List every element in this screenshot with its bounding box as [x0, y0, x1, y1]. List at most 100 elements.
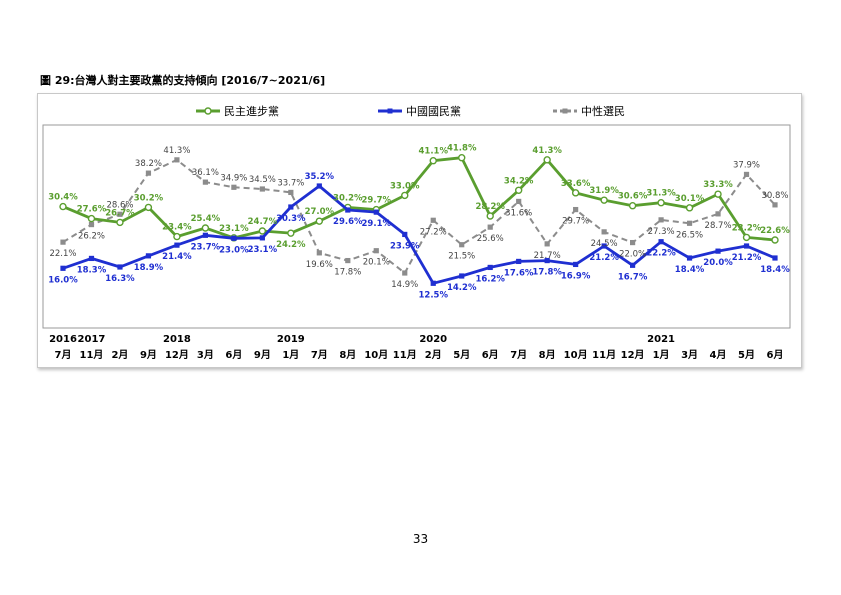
- data-label: 41.3%: [163, 146, 190, 156]
- x-tick-label: 8月: [539, 349, 556, 361]
- data-point: [686, 220, 693, 226]
- x-axis: 2016 2017 2018 2019 2020 2021 7月 11月 2月 9月 12月 3月 6月…: [49, 334, 783, 361]
- data-point: [373, 209, 379, 215]
- data-point: [288, 189, 294, 196]
- data-label: 17.8%: [532, 268, 562, 278]
- data-point: [657, 199, 665, 207]
- data-point: [88, 255, 95, 262]
- data-label: 24.2%: [276, 240, 306, 250]
- data-label: 30.2%: [333, 193, 363, 203]
- data-label-layer: 30.4%27.6%26.7%30.2%23.4%25.4%23.1%24.7%…: [48, 144, 790, 301]
- data-label: 21.4%: [162, 252, 192, 262]
- data-point: [202, 232, 208, 238]
- data-point: [487, 224, 493, 230]
- data-point: [628, 202, 637, 210]
- data-label: 16.7%: [618, 272, 648, 282]
- data-label: 25.4%: [191, 214, 221, 224]
- x-year-label: 2017: [78, 334, 106, 345]
- data-label: 33.0%: [390, 181, 420, 191]
- data-label: 18.4%: [760, 265, 790, 275]
- data-point: [430, 217, 436, 223]
- data-label: 18.9%: [134, 263, 164, 273]
- data-label: 31.3%: [646, 189, 676, 199]
- x-tick-label: 9月: [140, 349, 157, 361]
- data-label: 21.2%: [589, 253, 619, 263]
- data-point: [573, 261, 579, 268]
- data-point: [486, 212, 494, 220]
- data-label: 34.2%: [504, 176, 534, 186]
- data-label: 24.7%: [248, 217, 278, 227]
- data-point: [174, 157, 180, 163]
- data-label: 21.7%: [534, 251, 561, 261]
- data-point: [771, 236, 779, 244]
- data-label: 16.3%: [105, 274, 135, 284]
- data-point: [459, 273, 465, 279]
- data-point: [87, 214, 96, 223]
- x-year-label: 2019: [277, 334, 305, 345]
- x-tick-label: 3月: [197, 349, 214, 361]
- series-3: [60, 157, 778, 276]
- data-point: [715, 211, 721, 217]
- data-label: 27.3%: [648, 227, 675, 237]
- data-label: 35.2%: [305, 172, 335, 182]
- data-point: [145, 170, 152, 176]
- x-tick-label: 1月: [282, 349, 299, 361]
- x-year-label: 2016: [49, 334, 77, 345]
- x-tick-label: 12月: [165, 349, 189, 361]
- data-point: [231, 184, 237, 190]
- data-point: [145, 253, 152, 259]
- data-label: 14.2%: [447, 283, 477, 293]
- x-year-label: 2018: [163, 334, 191, 345]
- data-point: [514, 186, 523, 194]
- data-point: [516, 258, 522, 265]
- figure-title: 圖 29:台灣人對主要政黨的支持傾向 [2016/7~2021/6]: [40, 74, 326, 87]
- data-label: 22.0%: [619, 250, 646, 260]
- data-label: 22.1%: [49, 249, 76, 259]
- data-point: [543, 156, 551, 164]
- data-label: 20.1%: [363, 258, 390, 268]
- data-label: 34.9%: [220, 173, 247, 183]
- series-2: [60, 183, 778, 286]
- data-label: 31.9%: [589, 186, 619, 196]
- data-label: 30.8%: [761, 191, 788, 201]
- x-tick-label: 10月: [564, 349, 588, 361]
- data-label: 14.9%: [391, 280, 418, 290]
- legend-label: 中國國民黨: [406, 104, 461, 118]
- x-tick-label: 6月: [767, 349, 784, 361]
- x-tick-label: 12月: [621, 349, 645, 361]
- data-point: [772, 255, 778, 261]
- data-point: [231, 235, 237, 241]
- data-point: [630, 262, 636, 268]
- data-label: 22.2%: [646, 249, 676, 259]
- x-tick-label: 2月: [111, 349, 128, 361]
- x-tick-label: 10月: [364, 349, 388, 361]
- data-point: [345, 207, 351, 213]
- data-point: [258, 227, 267, 235]
- x-tick-label: 7月: [55, 349, 72, 361]
- x-tick-label: 11月: [393, 349, 417, 361]
- data-point: [571, 189, 580, 197]
- data-label: 16.0%: [48, 275, 78, 285]
- data-point: [715, 248, 721, 254]
- data-point: [686, 255, 693, 261]
- data-label: 26.5%: [676, 230, 703, 240]
- data-label: 28.2%: [475, 202, 505, 212]
- legend-item-2: 中國國民黨: [378, 104, 461, 118]
- data-point: [201, 224, 210, 232]
- data-point: [315, 217, 324, 225]
- data-label: 28.7%: [705, 221, 732, 231]
- data-label: 17.8%: [334, 268, 361, 278]
- data-label: 30.4%: [48, 193, 78, 203]
- data-label: 18.3%: [77, 265, 107, 275]
- series-line: [62, 156, 776, 242]
- legend-item-3: 中性選民: [553, 104, 625, 118]
- data-label: 25.6%: [477, 234, 504, 244]
- x-year-label: 2020: [419, 334, 447, 345]
- data-label: 28.6%: [106, 200, 133, 210]
- data-label: 23.1%: [219, 224, 249, 234]
- data-point: [316, 250, 322, 256]
- data-point: [743, 243, 750, 249]
- plot-area: [42, 124, 791, 329]
- series-1: [59, 154, 779, 244]
- x-tick-label: 4月: [710, 349, 727, 361]
